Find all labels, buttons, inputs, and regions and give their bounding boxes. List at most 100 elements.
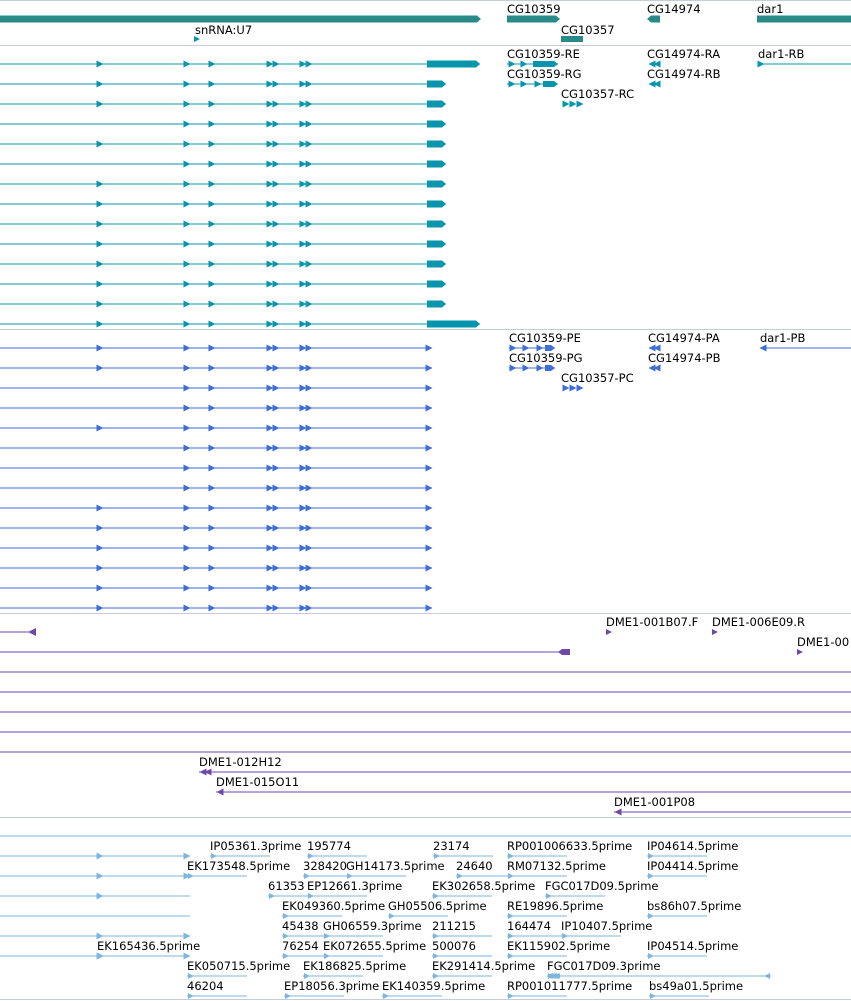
gene-feature[interactable]: dar1 [757, 2, 851, 23]
est-feature[interactable]: IP04614.5prime [647, 839, 738, 859]
transcript-row[interactable] [0, 280, 446, 288]
gene-feature[interactable] [0, 15, 481, 23]
est-feature[interactable]: 211215 [432, 919, 492, 939]
est-feature[interactable]: IP04514.5prime [647, 939, 738, 959]
clone-feature[interactable]: DME1-015O11 [216, 775, 851, 796]
est-feature[interactable]: 500076 [432, 939, 492, 959]
transcript-row[interactable] [0, 220, 446, 228]
transcript-row[interactable] [0, 60, 480, 68]
est-feature[interactable]: EK186825.5prime [303, 959, 406, 979]
est-feature[interactable]: GH06559.3prime [323, 919, 422, 939]
protein-row[interactable] [0, 524, 433, 532]
est-feature[interactable]: 24640 [456, 859, 516, 879]
est-feature[interactable]: EK050715.5prime [187, 959, 290, 979]
protein-feature[interactable]: dar1-PB [759, 331, 851, 352]
transcript-feature[interactable]: CG10359-RG [507, 67, 582, 88]
transcript-row[interactable] [0, 160, 446, 168]
est-row[interactable] [0, 872, 191, 880]
est-track[interactable]: IP05361.3prime 195774 23174 RP001006633.5pr… [0, 835, 851, 999]
est-feature[interactable]: EK173548.5prime [187, 859, 290, 879]
est-row[interactable] [0, 932, 191, 940]
protein-row[interactable] [0, 584, 433, 592]
protein-row[interactable] [0, 444, 433, 452]
protein-row[interactable] [0, 424, 433, 432]
est-feature[interactable]: EK072655.5prime [323, 939, 426, 959]
est-feature[interactable]: EK115902.5prime [507, 939, 610, 959]
protein-feature[interactable]: CG10357-PC [561, 371, 634, 392]
transcript-feature[interactable]: CG14974-RB [647, 67, 721, 88]
est-feature[interactable]: EK291414.5prime [432, 959, 535, 979]
est-feature[interactable]: RP001011777.5prime [507, 979, 632, 999]
est-feature[interactable]: GH05506.5prime [388, 899, 487, 919]
est-feature[interactable]: EP18056.3prime [284, 979, 379, 999]
est-feature[interactable]: EK302658.5prime [432, 879, 535, 899]
gene-feature[interactable]: CG14974 [647, 2, 701, 23]
protein-row[interactable] [0, 464, 433, 472]
est-row[interactable] [0, 852, 191, 860]
protein-row[interactable] [0, 364, 433, 372]
est-feature[interactable] [547, 973, 771, 979]
clone-track[interactable]: DME1-001B07.F DME1-006E09.R DME1-00 DME1-01… [0, 615, 851, 816]
protein-feature[interactable]: CG14974-PA [648, 331, 720, 352]
transcript-row[interactable] [0, 240, 446, 248]
clone-feature[interactable] [0, 628, 36, 636]
transcript-row[interactable] [0, 300, 446, 308]
transcript-row[interactable] [0, 320, 480, 328]
est-feature[interactable]: 23174 [433, 839, 493, 859]
est-feature[interactable]: RE19896.5prime [507, 899, 603, 919]
clone-feature[interactable]: DME1-001P08 [614, 795, 851, 816]
transcript-row[interactable] [0, 140, 446, 148]
est-feature[interactable]: 164474 [507, 919, 567, 939]
est-feature[interactable]: bs49a01.5prime [649, 979, 743, 999]
transcript-feature[interactable]: CG10357-RC [561, 87, 634, 108]
transcript-row[interactable] [0, 80, 446, 88]
transcript-row[interactable] [0, 120, 446, 128]
protein-row[interactable] [0, 544, 433, 552]
transcript-row[interactable] [0, 200, 446, 208]
protein-row[interactable] [0, 564, 433, 572]
transcript-row[interactable] [0, 260, 446, 268]
protein-row[interactable] [0, 484, 433, 492]
transcript-row[interactable] [0, 180, 446, 188]
protein-row[interactable] [0, 384, 433, 392]
est-feature[interactable]: bs86h07.5prime [647, 899, 741, 919]
est-feature[interactable]: FGC017D09.5prime [545, 879, 658, 899]
protein-row[interactable] [0, 344, 433, 352]
est-row[interactable] [0, 952, 191, 960]
est-feature[interactable]: RM07132.5prime [507, 859, 606, 879]
est-feature[interactable]: EK049360.5prime [282, 899, 385, 919]
protein-row[interactable] [0, 604, 433, 612]
est-feature[interactable]: EK165436.5prime [97, 939, 200, 959]
protein-track[interactable]: CG10359-PE CG10359-PG CG10357-PC CG14974-PA… [0, 331, 851, 612]
protein-row[interactable] [0, 504, 433, 512]
gene-feature[interactable]: snRNA:U7 [194, 23, 252, 42]
gene-feature[interactable]: CG10357 [561, 23, 615, 42]
transcript-feature[interactable]: CG10359-RE [507, 47, 580, 68]
protein-row[interactable] [0, 404, 433, 412]
est-feature[interactable]: 46204 [187, 979, 247, 999]
protein-feature[interactable]: CG14974-PB [648, 351, 721, 372]
protein-feature[interactable]: CG10359-PE [509, 331, 581, 352]
clone-feature[interactable]: DME1-00 [797, 635, 849, 655]
transcript-row[interactable] [0, 100, 446, 108]
clone-feature[interactable]: DME1-012H12 [199, 755, 851, 776]
protein-feature[interactable]: CG10359-PG [509, 351, 583, 372]
clone-feature[interactable] [0, 649, 570, 655]
transcript-track[interactable]: CG10359-RE CG10359-RG CG10357-RC CG14974-RA… [0, 47, 851, 328]
est-feature[interactable]: RP001006633.5prime [507, 839, 632, 859]
est-feature[interactable]: IP10407.5prime [561, 919, 652, 939]
est-feature[interactable]: EK140359.5prime [382, 979, 485, 999]
transcript-feature[interactable]: dar1-RB [757, 47, 851, 68]
est-row[interactable] [0, 892, 190, 900]
est-feature[interactable]: EP12661.3prime [307, 879, 402, 899]
gene-feature[interactable]: CG10359 [507, 2, 561, 23]
est-feature[interactable]: IP04414.5prime [647, 859, 738, 879]
clone-feature[interactable]: DME1-001B07.F [606, 615, 698, 635]
est-feature[interactable]: 195774 [307, 839, 367, 859]
clone-feature[interactable]: DME1-006E09.R [712, 615, 805, 635]
transcript-feature[interactable]: CG14974-RA [647, 47, 720, 68]
est-feature[interactable]: IP05361.3prime [210, 839, 301, 859]
est-feature[interactable]: GH14173.5prime [346, 859, 445, 879]
